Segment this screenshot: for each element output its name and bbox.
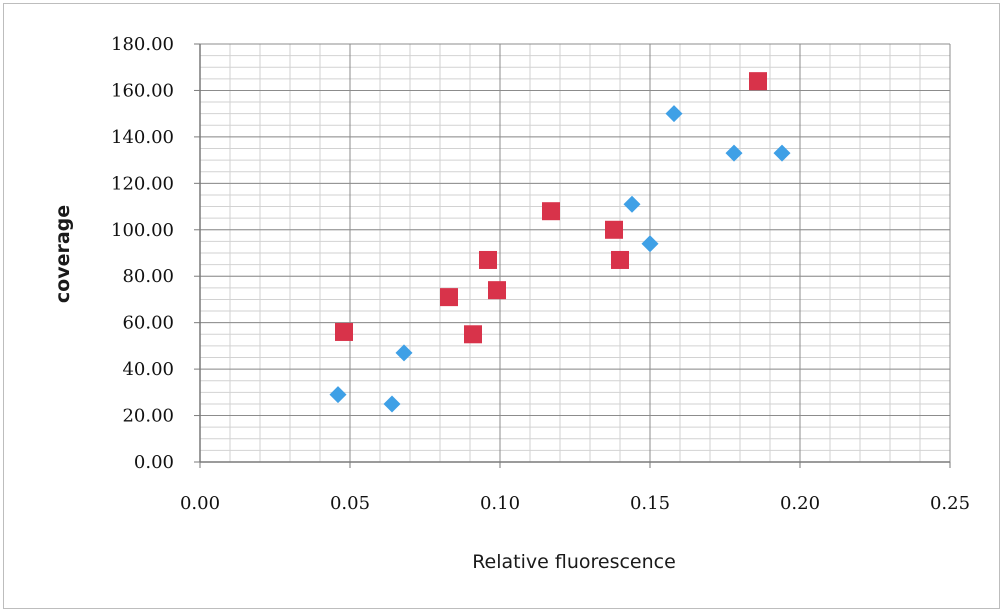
y-axis-title: coverage (52, 205, 74, 303)
data-point-square (542, 202, 560, 221)
data-point-diamond (383, 395, 401, 413)
x-tick-label: 0.25 (930, 493, 970, 514)
y-tick-labels: 0.00 20.00 40.00 60.00 80.00 100.00 120.00 140.… (111, 34, 174, 473)
y-tick-label: 180.00 (111, 34, 174, 55)
data-point-square (335, 322, 353, 341)
data-point-square (479, 250, 497, 269)
data-point-diamond (665, 105, 683, 123)
y-tick-label: 20.00 (122, 406, 174, 427)
x-tick-label: 0.15 (630, 493, 670, 514)
data-point-diamond (623, 195, 641, 213)
data-point-diamond (395, 344, 413, 362)
y-tick-label: 80.00 (122, 266, 174, 287)
x-tick-label: 0.00 (180, 493, 220, 514)
x-tick-labels: 0.00 0.05 0.10 0.15 0.20 0.25 (180, 493, 970, 514)
data-point-diamond (641, 235, 659, 253)
y-tick-label: 100.00 (111, 220, 174, 241)
data-point-square (440, 288, 458, 307)
y-tick-label: 0.00 (134, 452, 174, 473)
data-point-square (464, 325, 482, 344)
data-point-diamond (773, 144, 791, 162)
x-axis-title: Relative fluorescence (472, 551, 676, 573)
data-point-square (611, 250, 629, 269)
y-tick-label: 60.00 (122, 313, 174, 334)
chart-frame (3, 3, 1000, 609)
x-tick-label: 0.20 (780, 493, 820, 514)
y-tick-label: 40.00 (122, 359, 174, 380)
y-tick-label: 140.00 (111, 127, 174, 148)
data-point-square (749, 72, 767, 91)
data-points (329, 72, 791, 413)
y-tick-label: 160.00 (111, 80, 174, 101)
data-point-diamond (329, 386, 347, 404)
minor-gridlines (199, 43, 951, 463)
data-point-square (488, 281, 506, 300)
axes (194, 43, 951, 468)
y-tick-label: 120.00 (111, 173, 174, 194)
data-point-square (605, 220, 623, 239)
x-tick-label: 0.05 (330, 493, 370, 514)
data-point-diamond (725, 144, 743, 162)
x-tick-label: 0.10 (480, 493, 520, 514)
